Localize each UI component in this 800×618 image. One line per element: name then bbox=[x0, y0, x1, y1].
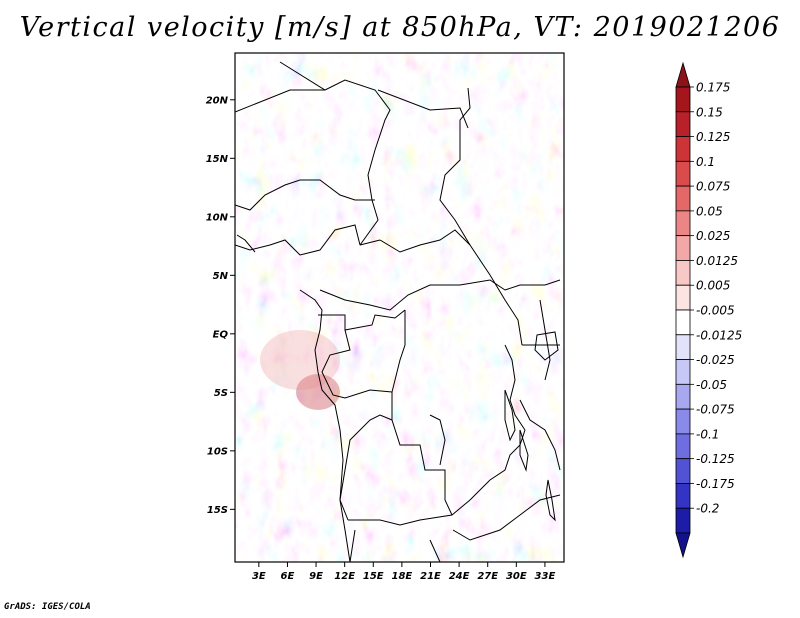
colorbar-swatch bbox=[675, 210, 691, 237]
x-tick-label: 30E bbox=[506, 571, 527, 582]
y-axis: 20N 15N 10N 5N EQ 5S 10S 15S bbox=[206, 95, 235, 516]
colorbar-label: -0.075 bbox=[696, 403, 735, 417]
colorbar-swatch bbox=[675, 136, 691, 162]
y-tick-label: EQ bbox=[213, 329, 229, 340]
colorbar-label: 0.125 bbox=[696, 130, 730, 144]
x-tick-label: 6E bbox=[281, 571, 295, 582]
colorbar-label: 0.1 bbox=[696, 155, 715, 169]
x-tick-label: 27E bbox=[477, 571, 498, 582]
x-axis: 3E 6E 9E 12E 15E 18E 21E 24E 27E 30E 33E bbox=[252, 562, 556, 582]
y-tick-label: 10N bbox=[206, 212, 229, 223]
colorbar-swatch bbox=[675, 507, 691, 534]
x-tick-label: 12E bbox=[334, 571, 355, 582]
colorbar-label: -0.0125 bbox=[696, 328, 742, 342]
x-tick-label: 24E bbox=[449, 571, 470, 582]
colorbar-swatch bbox=[675, 160, 691, 187]
colorbar-swatch bbox=[675, 334, 691, 360]
colorbar-label: -0.05 bbox=[696, 378, 727, 392]
colorbar-swatch bbox=[675, 359, 691, 385]
colorbar-top-arrow bbox=[675, 61, 691, 88]
colorbar: 0.175 0.15 0.125 0.1 0.075 0.05 0.025 0.0125 0.0… bbox=[675, 61, 742, 559]
country-borders bbox=[235, 61, 561, 562]
colorbar-swatch bbox=[675, 111, 691, 137]
colorbar-label: 0.15 bbox=[696, 105, 723, 119]
colorbar-swatch bbox=[675, 185, 691, 212]
colorbar-label: -0.1 bbox=[696, 427, 719, 441]
colorbar-swatch bbox=[675, 408, 691, 435]
colorbar-label: 0.0125 bbox=[696, 254, 738, 268]
y-tick-label: 20N bbox=[206, 95, 229, 106]
colorbar-label: 0.075 bbox=[696, 180, 730, 194]
colorbar-swatch bbox=[675, 383, 691, 410]
colorbar-swatch bbox=[675, 260, 691, 286]
colorbar-swatch bbox=[675, 86, 691, 113]
colorbar-label: -0.005 bbox=[696, 304, 735, 318]
colorbar-label: -0.175 bbox=[696, 477, 735, 491]
colorbar-label: -0.025 bbox=[696, 353, 735, 367]
y-tick-label: 5S bbox=[214, 388, 228, 399]
x-tick-label: 3E bbox=[252, 571, 266, 582]
x-tick-label: 21E bbox=[420, 571, 441, 582]
colorbar-label: -0.125 bbox=[696, 452, 735, 466]
credit-label: GrADS: IGES/COLA bbox=[4, 602, 91, 612]
x-tick-label: 18E bbox=[392, 571, 413, 582]
x-tick-label: 33E bbox=[535, 571, 556, 582]
colorbar-swatch bbox=[675, 433, 691, 460]
y-tick-label: 5N bbox=[213, 271, 229, 282]
chart-title: Vertical velocity [m/s] at 850hPa, VT: 2… bbox=[19, 12, 781, 43]
plot-frame bbox=[234, 52, 565, 563]
colorbar-label: 0.175 bbox=[696, 81, 730, 95]
lakes bbox=[504, 331, 559, 522]
velocity-field bbox=[235, 53, 564, 562]
colorbar-label: 0.05 bbox=[696, 204, 723, 218]
y-tick-label: 10S bbox=[207, 446, 228, 457]
colorbar-swatch bbox=[675, 235, 691, 261]
y-tick-label: 15N bbox=[206, 154, 229, 165]
colorbar-swatch bbox=[675, 284, 691, 311]
colorbar-label: 0.025 bbox=[696, 229, 730, 243]
x-tick-label: 15E bbox=[363, 571, 384, 582]
colorbar-swatch bbox=[675, 458, 691, 484]
colorbar-label: 0.005 bbox=[696, 279, 730, 293]
colorbar-bottom-arrow bbox=[675, 532, 691, 559]
colorbar-swatch bbox=[675, 309, 691, 336]
colorbar-label: -0.2 bbox=[696, 502, 719, 516]
x-tick-label: 9E bbox=[309, 571, 323, 582]
y-tick-label: 15S bbox=[207, 505, 228, 516]
colorbar-swatch bbox=[675, 483, 691, 509]
